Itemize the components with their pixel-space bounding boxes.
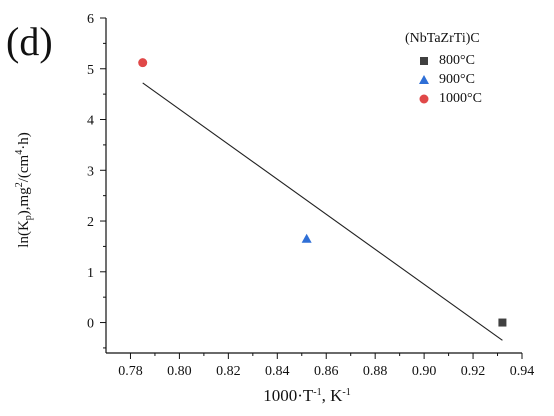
legend-item-800c: 800°C (405, 51, 482, 70)
y-tick-label: 4 (87, 114, 94, 129)
y-tick-label: 6 (87, 12, 94, 27)
x-tick-label: 0.78 (118, 364, 143, 379)
x-tick-label: 0.84 (265, 364, 290, 379)
data-point-triangle (301, 233, 312, 243)
tick-group: 0.78 0.80 0.82 0.84 0.86 0.88 0.90 0.92 0.94 0 1 2 3… (87, 12, 534, 379)
legend-title: (NbTaZrTi)C (405, 31, 480, 46)
y-axis-label: ln(Kp),mg2/(cm4·h) (14, 132, 34, 248)
y-tick-label: 1 (87, 266, 94, 281)
x-tick-label: 0.86 (314, 364, 339, 379)
x-tick-label: 0.90 (412, 364, 437, 379)
fit-line (142, 82, 503, 341)
data-point-square (498, 318, 507, 327)
y-tick-label: 0 (87, 317, 94, 332)
legend-item-900c: 900°C (405, 70, 482, 89)
legend-label: 1000°C (439, 90, 482, 106)
legend-item-1000c: 1000°C (405, 89, 482, 108)
y-tick-label: 5 (87, 63, 94, 78)
x-tick-label: 0.80 (167, 364, 192, 379)
panel-label: (d) (6, 19, 53, 64)
square-marker-icon (418, 55, 430, 67)
legend-label: 800°C (439, 52, 475, 68)
triangle-marker-icon (418, 74, 430, 86)
y-tick-label: 2 (87, 215, 94, 230)
x-tick-label: 0.88 (363, 364, 388, 379)
data-points (138, 58, 507, 327)
y-tick-label: 3 (87, 164, 94, 179)
data-point-circle (138, 58, 148, 68)
legend-label: 900°C (439, 71, 475, 87)
circle-marker-icon (418, 93, 430, 105)
legend: (NbTaZrTi)C 800°C 900°C 1000°C (405, 31, 482, 108)
x-axis-label: 1000·T-1, K-1 (263, 386, 351, 405)
x-tick-label: 0.92 (461, 364, 486, 379)
x-tick-label: 0.94 (510, 364, 535, 379)
fit-line-group (142, 82, 503, 341)
x-tick-label: 0.82 (216, 364, 241, 379)
